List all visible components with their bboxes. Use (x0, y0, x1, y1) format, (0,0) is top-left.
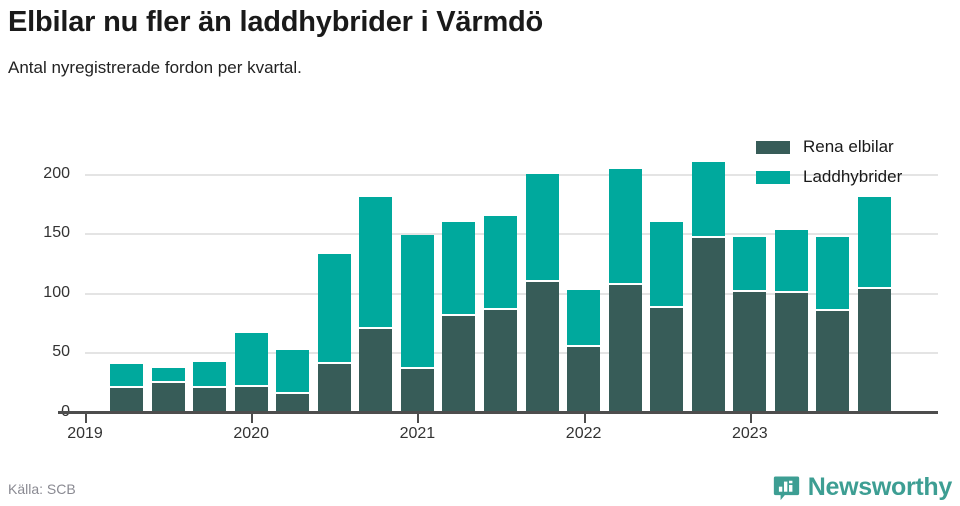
chart-subtitle: Antal nyregistrerade fordon per kvartal. (8, 58, 302, 77)
x-axis-tick (417, 414, 420, 423)
x-axis-tick (583, 414, 586, 423)
y-axis-tick-label: 50 (52, 343, 70, 361)
x-axis-tick-label: 2020 (233, 425, 269, 442)
legend-swatch-laddhybrider (756, 170, 790, 184)
gridline (85, 352, 938, 355)
y-axis: 050100150200 (8, 140, 70, 420)
y-axis-tick-label: 200 (43, 164, 70, 182)
bar-chart-speech-bubble-icon (773, 474, 800, 501)
gridline (85, 292, 938, 295)
x-axis-tick-label: 2019 (67, 425, 103, 442)
y-axis-tick-label: 100 (43, 283, 70, 301)
brand-logo: Newsworthy (773, 473, 952, 502)
source-note: Källa: SCB (8, 481, 76, 497)
legend-item-laddhybrider[interactable]: Laddhybrider (756, 162, 956, 192)
x-axis-line (58, 411, 938, 414)
legend-label-rena-elbilar: Rena elbilar (803, 137, 894, 156)
x-axis-tick (749, 414, 752, 423)
chart-legend: Rena elbilar Laddhybrider (756, 132, 956, 192)
brand-name: Newsworthy (807, 473, 953, 501)
gridline (85, 173, 938, 176)
x-axis-tick (85, 414, 87, 423)
x-axis-tick-label: 2022 (565, 425, 602, 442)
legend-label-laddhybrider: Laddhybrider (803, 167, 903, 186)
x-axis-tick (251, 414, 254, 423)
x-axis-tick-label: 2021 (399, 425, 436, 442)
legend-item-rena-elbilar[interactable]: Rena elbilar (756, 132, 956, 162)
chart-title: Elbilar nu fler än laddhybrider i Värmdö (8, 6, 544, 38)
gridline (85, 233, 938, 236)
legend-swatch-rena-elbilar (756, 140, 790, 154)
y-axis-tick-label: 150 (43, 224, 70, 242)
x-axis-tick-label: 2023 (732, 425, 768, 442)
